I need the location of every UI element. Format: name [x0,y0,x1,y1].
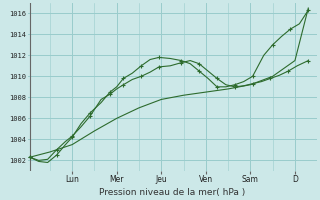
X-axis label: Pression niveau de la mer( hPa ): Pression niveau de la mer( hPa ) [99,188,245,197]
